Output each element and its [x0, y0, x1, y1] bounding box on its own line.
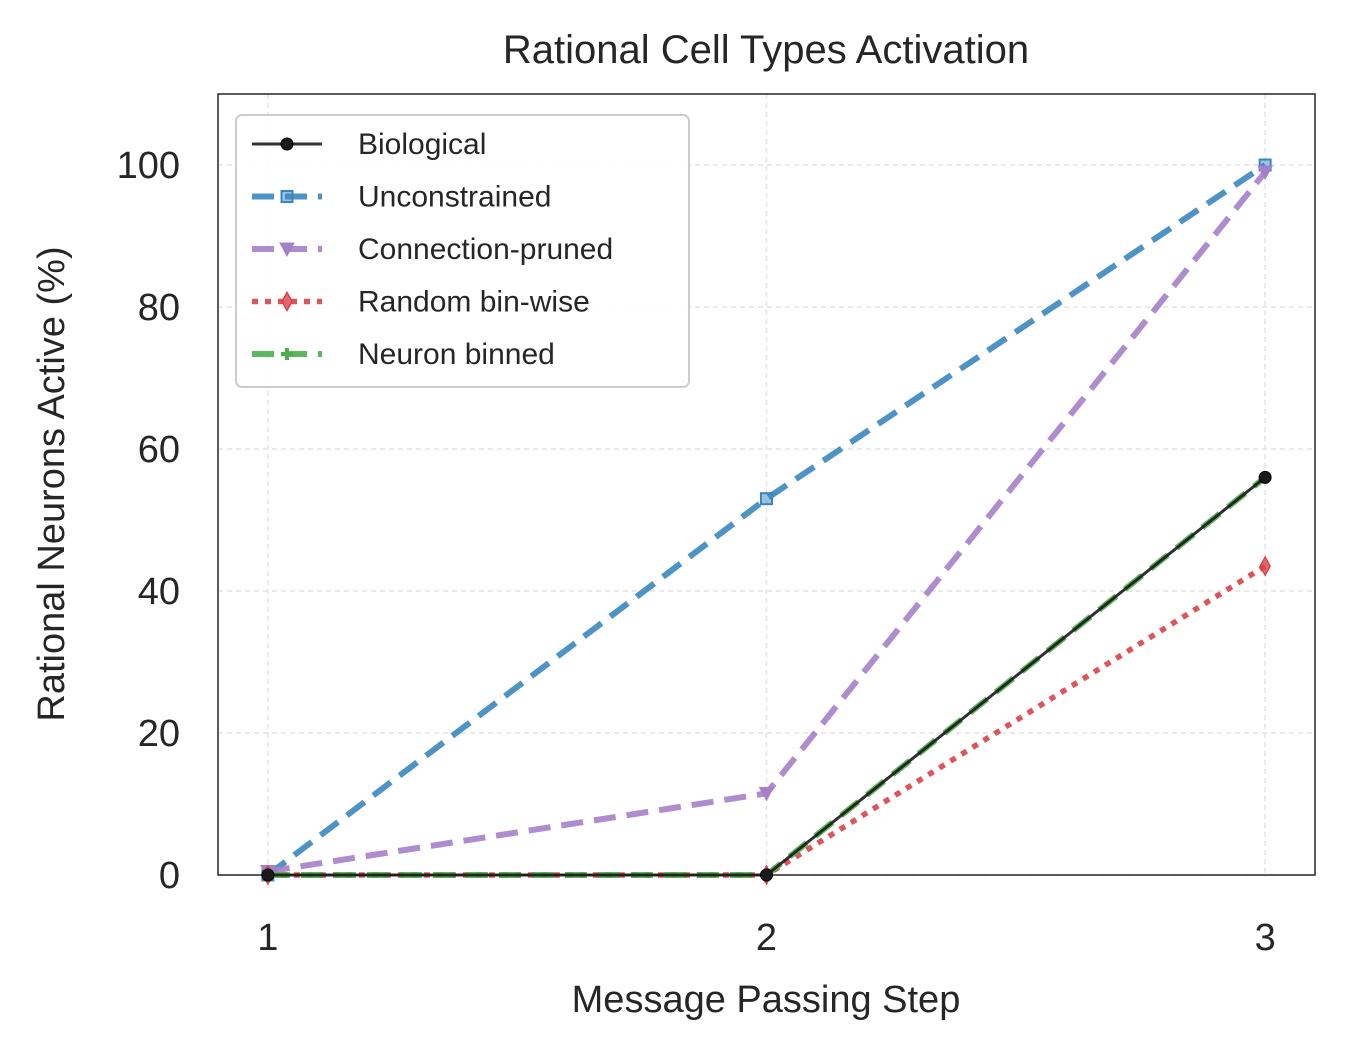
legend-label: Connection-pruned: [358, 233, 613, 266]
y-axis-label: Rational Neurons Active (%): [31, 246, 73, 721]
legend: Biological Unconstrained Connection-pruned…: [235, 114, 690, 388]
data-point: [760, 492, 773, 506]
legend-label: Biological: [358, 128, 486, 161]
series-group: [260, 158, 1273, 886]
y-tick-label: 100: [117, 145, 180, 187]
legend-marker: [281, 290, 293, 313]
y-tick-label: 40: [138, 571, 180, 613]
legend-box: [235, 114, 690, 388]
legend-marker: [280, 190, 294, 203]
chart-title: Rational Cell Types Activation: [503, 28, 1029, 72]
data-point: [1257, 165, 1273, 181]
x-tick-label: 1: [257, 917, 278, 959]
legend-marker: [281, 348, 293, 360]
data-point: [1258, 470, 1272, 484]
y-tick-label: 80: [138, 287, 180, 329]
data-point: [261, 868, 275, 882]
x-axis-ticks: 1 2 3: [257, 917, 1275, 959]
legend-marker: [279, 242, 295, 258]
legend-label: Unconstrained: [358, 181, 551, 214]
data-point: [1259, 555, 1271, 577]
y-tick-label: 20: [138, 713, 180, 755]
data-point: [758, 786, 775, 802]
series-line: [266, 162, 1267, 878]
y-tick-label: 60: [138, 429, 180, 471]
legend-label: Neuron binned: [358, 338, 555, 371]
x-tick-label: 2: [756, 917, 777, 959]
y-axis-ticks: 0 20 40 60 80 100: [117, 145, 180, 897]
y-tick-label: 0: [159, 855, 180, 897]
legend-label: Random bin-wise: [358, 286, 590, 319]
data-point: [760, 868, 773, 882]
x-tick-label: 3: [1255, 917, 1276, 959]
x-axis-label: Message Passing Step: [572, 979, 961, 1021]
legend-marker: [280, 137, 294, 151]
